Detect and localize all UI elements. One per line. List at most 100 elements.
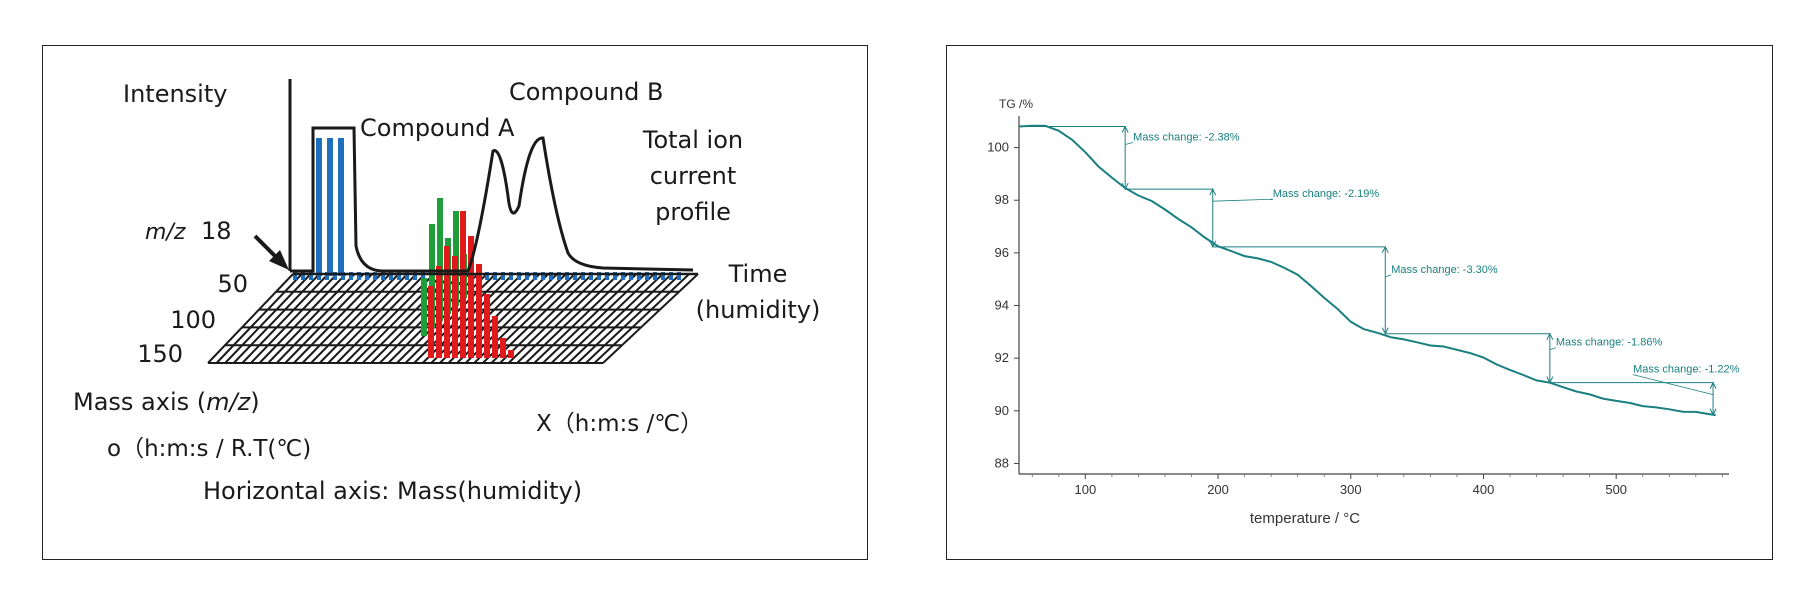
floor-col-line	[567, 273, 664, 364]
floor-col-line	[542, 273, 638, 364]
mass-tick-100: 100	[170, 306, 216, 334]
tic-label-line3: profile	[655, 198, 731, 226]
mz18-strip-tick	[493, 272, 497, 280]
tg-x-tick-label: 300	[1340, 482, 1362, 497]
floor-col-line	[499, 273, 594, 364]
mz18-strip-tick	[509, 272, 513, 280]
floor-col-line	[293, 273, 382, 364]
red-mass-bars	[428, 211, 514, 358]
mass-change-label: Mass change: -1.22%	[1633, 364, 1740, 376]
tg-x-tick-label: 200	[1207, 482, 1229, 497]
mz18-strip-tick	[301, 272, 305, 280]
floor-col-line	[318, 273, 409, 364]
floor-col-line	[336, 273, 426, 364]
compound-b-label: Compound B	[509, 78, 664, 106]
tic-label-line1: Total ion	[642, 126, 743, 154]
mass-tick-150: 150	[137, 340, 183, 368]
floor-col-line	[585, 273, 682, 364]
tg-chart: TG /% temperature / °C 88 90 92 94 96 98 100 10…	[987, 97, 1740, 527]
mz18-strip-tick	[309, 272, 313, 280]
red-bar	[476, 264, 482, 358]
mass-change-arrow-head-up	[1381, 245, 1389, 254]
red-bar	[444, 246, 450, 358]
mz18-strip-tick	[501, 272, 505, 280]
total-ion-current-curve	[290, 126, 694, 273]
tg-chart-panel: TG /% temperature / °C 88 90 92 94 96 98 100 10…	[946, 45, 1773, 560]
time-label: Time	[728, 260, 788, 288]
floor-col-line	[593, 273, 690, 364]
mass-change-leader	[1212, 198, 1273, 202]
floor-col-line	[284, 273, 373, 364]
mz18-strip-tick	[421, 272, 425, 280]
red-bar	[428, 286, 434, 358]
mass-change-label: Mass change: -1.86%	[1556, 337, 1663, 349]
mz18-strip-tick	[533, 272, 537, 280]
floor-col-line	[550, 273, 646, 364]
mz18-strip-tick	[549, 272, 553, 280]
floor-col-line	[413, 273, 506, 364]
red-bar	[484, 294, 490, 358]
mz18-strip-tick	[605, 272, 609, 280]
tg-x-tick-label: 400	[1473, 482, 1495, 497]
tic-label-line2: current	[650, 162, 737, 190]
floor-col-line	[344, 273, 435, 364]
mz18-strip-tick	[525, 272, 529, 280]
floor-col-line	[507, 273, 602, 364]
mz18-strip-tick	[661, 272, 665, 280]
floor-col-line	[267, 273, 356, 364]
floor-col-line	[224, 273, 312, 364]
mass-change-arrow-head-up	[1546, 332, 1554, 340]
left-diagram-panel: Intensity Compound A Compound B Total io…	[42, 45, 868, 560]
mz18-strip-tick	[629, 272, 633, 280]
tg-y-tick-label: 96	[995, 245, 1009, 260]
floor-col-line	[353, 273, 444, 364]
floor-col-line	[310, 273, 400, 364]
tg-x-tick-label: 100	[1075, 482, 1097, 497]
floor-col-line	[559, 273, 655, 364]
ega-ms-diagram: Intensity Compound A Compound B Total io…	[73, 78, 821, 505]
green-bar	[437, 198, 443, 321]
mz18-strip-tick	[669, 272, 673, 280]
mz18-strip-tick	[365, 272, 369, 280]
mz18-strip-tick	[405, 272, 409, 280]
mz18-strip-tick	[581, 272, 585, 280]
humidity-label: (humidity)	[696, 296, 821, 324]
green-bar	[421, 278, 427, 336]
floor-col-line	[215, 273, 303, 364]
mz18-strip-tick	[333, 272, 337, 280]
compound-a-bars	[316, 138, 344, 276]
x-axis-label: X（h:m:s /℃）	[536, 411, 703, 437]
floor-col-line	[258, 273, 347, 364]
mz18-strip-tick	[541, 272, 545, 280]
floor-col-line	[250, 273, 338, 364]
floor-col-line	[241, 273, 329, 364]
red-bar	[492, 316, 498, 358]
mz18-strip-tick	[381, 272, 385, 280]
mz18-strip-tick	[613, 272, 617, 280]
floor-col-line	[576, 273, 673, 364]
mass-change-annotations: Mass change: -2.38% Mass change: -2.19% Ma…	[1019, 125, 1740, 416]
mass-change-arrow-head-up	[1709, 381, 1717, 389]
mz18-strip-tick	[485, 272, 489, 280]
mz18-strip-tick	[397, 272, 401, 280]
floor-col-line	[482, 273, 576, 364]
red-bar	[460, 211, 466, 358]
tg-ylabel: TG /%	[999, 97, 1033, 111]
tg-y-tick-label: 92	[995, 350, 1009, 365]
tg-curve	[1018, 124, 1716, 417]
tg-y-tick-label: 100	[987, 140, 1009, 155]
mz18-strip-tick	[621, 272, 625, 280]
mass-tick-50: 50	[217, 270, 248, 298]
tg-y-tick-label: 98	[995, 192, 1009, 207]
red-bar	[436, 266, 442, 358]
floor-col-line	[525, 273, 620, 364]
compound-a-bar	[327, 138, 333, 276]
floor-col-line	[233, 273, 321, 364]
compound-a-bar	[316, 138, 322, 276]
mz18-strip-tick	[589, 272, 593, 280]
mz18-strip-tick	[357, 272, 361, 280]
mz18-strip-tick	[389, 272, 393, 280]
floor-col-line	[602, 273, 699, 364]
mass-change-leader	[1385, 274, 1392, 278]
mz18-arrow-head	[269, 250, 289, 270]
